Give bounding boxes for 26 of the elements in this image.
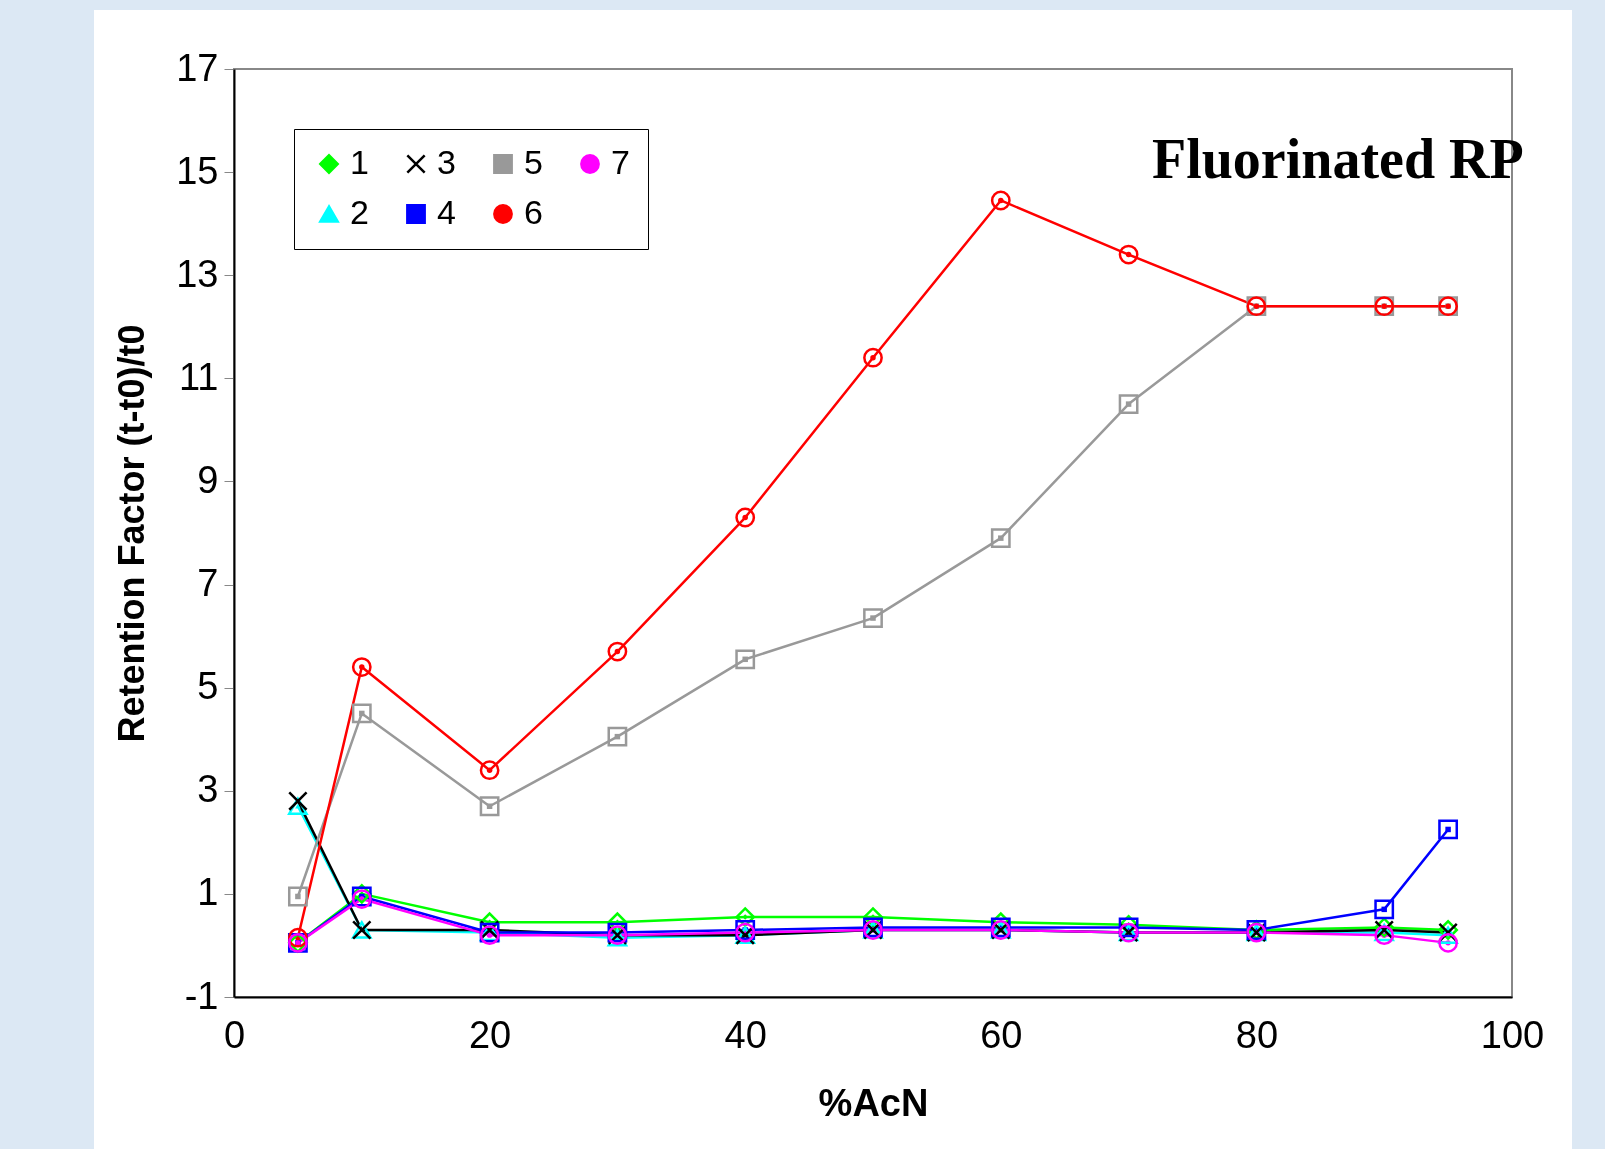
legend-label: 3	[437, 143, 456, 181]
y-tick-label: 5	[197, 665, 219, 708]
legend-label: 4	[437, 193, 456, 231]
y-tick-label: -1	[184, 974, 219, 1017]
text: Fluorinated RP	[1151, 128, 1524, 190]
y-tick-label: 17	[176, 46, 219, 89]
x-tick-label: 60	[980, 1013, 1023, 1056]
y-tick-label: 3	[197, 768, 219, 811]
y-tick-label: 13	[176, 252, 219, 295]
legend-label: 7	[611, 143, 630, 181]
legend-label: 2	[350, 193, 369, 231]
x-tick-label: 80	[1235, 1013, 1279, 1056]
x-tick-label: 40	[724, 1013, 767, 1056]
y-tick-label: 9	[197, 458, 219, 501]
legend-label: 1	[350, 143, 369, 181]
x-tick-label: 100	[1480, 1013, 1545, 1056]
x-axis-title: %AcN	[818, 1081, 929, 1124]
y-tick-label: 11	[179, 355, 219, 398]
y-tick-label: 1	[197, 871, 219, 914]
y-axis-title: Retention Factor (t-t0)/t0	[111, 324, 153, 743]
y-tick-label: 15	[176, 149, 219, 192]
y-tick-label: 7	[197, 562, 219, 605]
legend-label: 6	[524, 193, 543, 231]
x-tick-label: 0	[223, 1013, 246, 1056]
x-tick-label: 20	[468, 1013, 512, 1056]
legend-label: 5	[524, 143, 543, 181]
